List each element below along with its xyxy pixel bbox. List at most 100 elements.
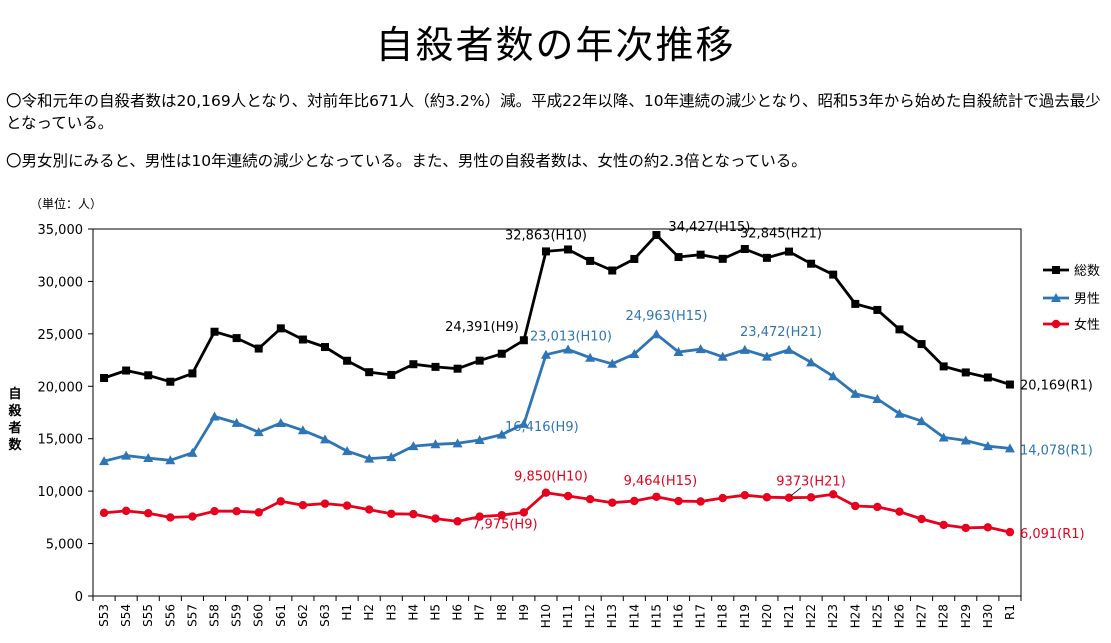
- data-point-female: [563, 491, 573, 501]
- data-point-total: [276, 324, 285, 333]
- data-point-male: [806, 357, 817, 367]
- data-point-female: [342, 501, 352, 510]
- data-point-female: [409, 509, 418, 519]
- y-axis-title-char: 殺: [7, 403, 22, 419]
- x-tick-label: S59: [230, 604, 244, 627]
- data-label-total: 32,863(H10): [505, 228, 587, 243]
- data-point-total: [983, 373, 992, 382]
- data-point-total: [785, 247, 793, 256]
- data-point-male: [518, 418, 529, 428]
- data-point-male: [320, 434, 330, 444]
- data-point-male: [563, 344, 574, 354]
- data-point-female: [674, 496, 683, 506]
- data-point-female: [475, 512, 484, 521]
- data-point-female: [121, 506, 131, 516]
- y-tick-label: 25,000: [38, 328, 84, 343]
- data-point-total: [409, 360, 418, 369]
- data-point-total: [851, 299, 860, 308]
- data-point-female: [873, 502, 882, 512]
- data-label-female: 9,464(H15): [624, 474, 698, 489]
- data-point-male: [960, 435, 971, 445]
- data-label-female: 9,850(H10): [514, 470, 588, 485]
- data-point-male: [585, 352, 596, 362]
- data-point-total: [519, 336, 528, 345]
- data-point-male: [275, 418, 286, 428]
- data-point-total: [232, 334, 241, 343]
- x-tick-label: H13: [605, 604, 619, 628]
- data-point-total: [630, 254, 639, 263]
- x-tick-label: H11: [561, 604, 575, 628]
- data-point-total: [387, 370, 396, 379]
- data-point-total: [718, 254, 727, 263]
- x-tick-label: H25: [870, 604, 884, 628]
- data-point-female: [497, 510, 506, 520]
- x-tick-label: H24: [848, 604, 862, 628]
- x-tick-label: H7: [473, 604, 487, 621]
- data-point-total: [541, 247, 550, 256]
- data-point-male: [938, 432, 949, 442]
- x-tick-label: S60: [252, 604, 266, 627]
- data-point-female: [276, 497, 286, 506]
- page-title: 自殺者数の年次推移: [375, 23, 736, 67]
- data-point-male: [209, 411, 220, 421]
- x-tick-label: H19: [738, 604, 752, 628]
- data-point-total: [608, 266, 617, 275]
- y-tick-label: 20,000: [38, 380, 84, 395]
- y-tick-label: 0: [75, 590, 83, 605]
- data-point-male: [253, 427, 264, 437]
- x-tick-label: H9: [517, 604, 531, 621]
- x-tick-label: S56: [163, 604, 177, 627]
- x-tick-label: H4: [406, 604, 420, 621]
- data-point-female: [519, 508, 529, 517]
- data-label-female: 9373(H21): [776, 475, 846, 490]
- data-label-female: 7,975(H9): [472, 517, 537, 532]
- data-point-total: [564, 245, 573, 254]
- annotation-pointer: [790, 487, 802, 497]
- y-tick-label: 5,000: [46, 538, 83, 553]
- data-point-male: [99, 456, 110, 466]
- data-point-total: [586, 256, 595, 265]
- data-point-female: [983, 523, 993, 532]
- data-point-male: [342, 446, 353, 456]
- data-point-male: [717, 351, 728, 361]
- data-point-female: [298, 501, 308, 510]
- data-point-female: [99, 508, 109, 518]
- data-point-male: [739, 344, 750, 354]
- data-point-female: [740, 490, 750, 500]
- data-point-female: [851, 501, 860, 511]
- data-point-female: [630, 496, 639, 506]
- x-tick-label: H6: [451, 604, 465, 621]
- data-point-female: [1005, 527, 1015, 537]
- data-point-male: [607, 358, 618, 368]
- x-tick-label: H29: [959, 604, 973, 628]
- legend-marker-total: [1052, 266, 1060, 274]
- data-point-female: [188, 512, 197, 521]
- data-point-female: [961, 523, 970, 533]
- x-tick-label: H17: [694, 604, 708, 628]
- legend-marker-female: [1051, 319, 1061, 329]
- data-point-female: [762, 493, 772, 502]
- data-point-total: [652, 231, 661, 240]
- x-tick-label: S58: [208, 604, 222, 627]
- data-point-female: [144, 509, 153, 518]
- data-point-male: [364, 453, 375, 463]
- x-tick-label: H30: [981, 604, 995, 628]
- x-tick-label: H8: [495, 604, 509, 621]
- data-point-female: [431, 514, 440, 523]
- data-point-female: [453, 517, 462, 526]
- data-label-female: 6,091(R1): [1020, 527, 1085, 542]
- data-point-total: [166, 377, 175, 386]
- x-tick-label: H5: [428, 604, 442, 621]
- data-point-male: [673, 346, 684, 356]
- data-point-female: [895, 507, 904, 516]
- data-point-male: [761, 351, 772, 361]
- x-tick-label: S57: [185, 604, 199, 627]
- x-tick-label: S63: [318, 604, 332, 627]
- unit-label: （単位：人）: [30, 196, 102, 211]
- data-point-total: [674, 253, 683, 262]
- data-label-total: 32,845(H21): [740, 227, 822, 242]
- data-point-female: [585, 495, 595, 504]
- legend-label-male: 男性: [1074, 292, 1100, 307]
- data-point-male: [1004, 443, 1015, 453]
- data-point-total: [144, 371, 153, 380]
